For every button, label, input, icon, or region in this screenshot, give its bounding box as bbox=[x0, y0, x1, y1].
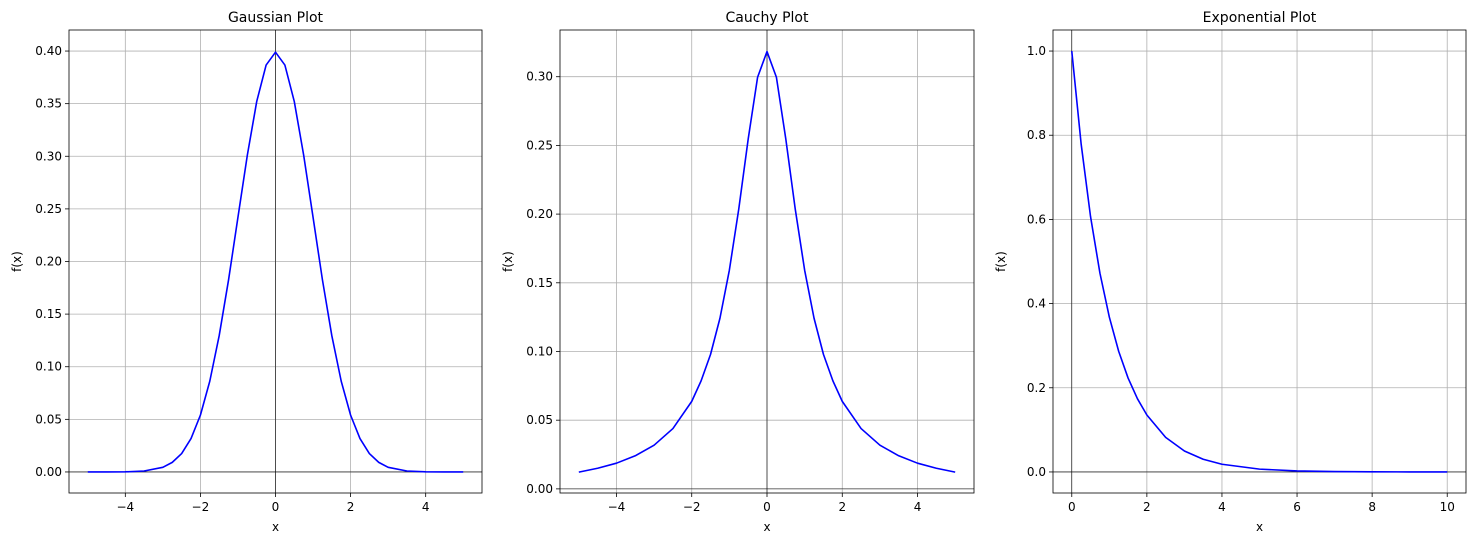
gaussian-x-tick-label: −2 bbox=[192, 500, 210, 514]
exponential-x-tick-label: 10 bbox=[1440, 500, 1455, 514]
gaussian-x-tick-label: −4 bbox=[116, 500, 134, 514]
gaussian-y-tick-label: 0.35 bbox=[35, 97, 62, 111]
gaussian-y-tick-label: 0.20 bbox=[35, 255, 62, 269]
cauchy-y-tick-label: 0.25 bbox=[526, 138, 553, 152]
cauchy-x-tick-label: 0 bbox=[763, 500, 771, 514]
gaussian-y-tick-label: 0.00 bbox=[35, 465, 62, 479]
exponential-series-line bbox=[1070, 50, 1448, 473]
cauchy-x-axis-label: x bbox=[763, 520, 770, 534]
gaussian-y-tick-label: 0.10 bbox=[35, 360, 62, 374]
cauchy-y-tick-label: 0.05 bbox=[526, 413, 553, 427]
exponential-y-axis-label: f(x) bbox=[994, 251, 1008, 272]
gaussian-y-tick-label: 0.25 bbox=[35, 202, 62, 216]
gaussian-y-tick-label: 0.15 bbox=[35, 307, 62, 321]
exponential-x-axis-label: x bbox=[1256, 520, 1263, 534]
exponential-x-tick-label: 2 bbox=[1143, 500, 1151, 514]
exponential-y-tick-label: 0.6 bbox=[1027, 212, 1046, 226]
gaussian-y-tick-label: 0.05 bbox=[35, 412, 62, 426]
cauchy-y-tick-label: 0.20 bbox=[526, 207, 553, 221]
exponential-axes-frame bbox=[1052, 29, 1467, 494]
cauchy-y-axis-label: f(x) bbox=[501, 251, 515, 272]
exponential-x-tick-label: 0 bbox=[1068, 500, 1076, 514]
exponential-y-tick-label: 0.0 bbox=[1027, 465, 1046, 479]
exponential-y-tick-label: 0.4 bbox=[1027, 297, 1046, 311]
cauchy-plot-panel: −4 −2 0 2 4 0.00 0.05 0.10 0.15 0.20 0.25 0.30 Cauch… bbox=[501, 10, 975, 534]
exponential-y-tick-label: 0.8 bbox=[1027, 128, 1046, 142]
cauchy-y-tick-label: 0.15 bbox=[526, 276, 553, 290]
gaussian-y-tick-label: 0.30 bbox=[35, 149, 62, 163]
gaussian-x-tick-label: 0 bbox=[272, 500, 280, 514]
gaussian-x-tick-label: 4 bbox=[422, 500, 430, 514]
gaussian-plot-panel: −4 −2 0 2 4 0.00 0.05 0.10 0.15 0.20 0.25 0.30 0.35 0… bbox=[10, 10, 483, 534]
cauchy-x-tick-label: 2 bbox=[838, 500, 846, 514]
exponential-y-tick-label: 1.0 bbox=[1027, 44, 1046, 58]
gaussian-series-line bbox=[87, 51, 464, 473]
exponential-y-tick-label: 0.2 bbox=[1027, 381, 1046, 395]
gaussian-x-tick-label: 2 bbox=[347, 500, 355, 514]
cauchy-x-tick-label: −4 bbox=[608, 500, 626, 514]
exponential-chart-title: Exponential Plot bbox=[1203, 10, 1317, 26]
exponential-plot-panel: 0 2 4 6 8 10 0.0 0.2 0.4 0.6 0.8 1.0 Exponential Plo… bbox=[994, 10, 1467, 534]
cauchy-x-tick-label: 4 bbox=[914, 500, 922, 514]
cauchy-series-line bbox=[578, 50, 956, 473]
exponential-x-tick-label: 8 bbox=[1368, 500, 1376, 514]
gaussian-x-axis-label: x bbox=[272, 520, 279, 534]
cauchy-x-tick-label: −2 bbox=[683, 500, 701, 514]
cauchy-y-tick-label: 0.30 bbox=[526, 70, 553, 84]
gaussian-y-tick-label: 0.40 bbox=[35, 44, 62, 58]
exponential-x-tick-label: 4 bbox=[1218, 500, 1226, 514]
exponential-x-tick-label: 6 bbox=[1293, 500, 1301, 514]
gaussian-chart-title: Gaussian Plot bbox=[228, 10, 324, 26]
cauchy-chart-title: Cauchy Plot bbox=[726, 10, 809, 26]
cauchy-y-tick-label: 0.00 bbox=[526, 482, 553, 496]
cauchy-y-tick-label: 0.10 bbox=[526, 344, 553, 358]
gaussian-y-axis-label: f(x) bbox=[10, 251, 24, 272]
